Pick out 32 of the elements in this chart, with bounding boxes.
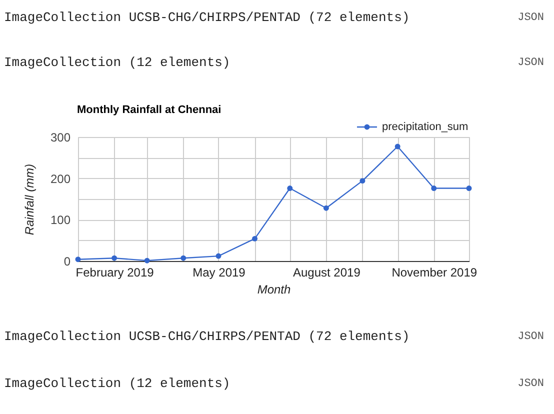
point bbox=[466, 186, 472, 191]
text: ImageCollection UCSB-CHG/CHIRPS/PENTAD (72 elements) bbox=[4, 329, 410, 344]
point bbox=[180, 255, 186, 261]
y-tick-label: 200 bbox=[50, 172, 71, 186]
y-tick-label: 0 bbox=[64, 254, 71, 268]
x-axis-title: Month bbox=[257, 282, 291, 296]
y-tick-label: 100 bbox=[50, 213, 71, 228]
text: JSON bbox=[518, 378, 544, 390]
x-tick-label: November 2019 bbox=[392, 266, 478, 280]
point bbox=[144, 258, 150, 264]
text: ImageCollection (12 elements) bbox=[4, 55, 230, 70]
point bbox=[252, 236, 258, 242]
point bbox=[216, 253, 222, 259]
point bbox=[394, 144, 400, 150]
text: JSON bbox=[518, 12, 544, 24]
x-tick-label: August 2019 bbox=[292, 266, 361, 280]
y-tick-label: 300 bbox=[50, 130, 71, 144]
y-axis-title: Rainfall (mm) bbox=[22, 164, 36, 236]
text: ImageCollection UCSB-CHG/CHIRPS/PENTAD (72 elements) bbox=[4, 10, 410, 25]
text: JSON bbox=[518, 331, 544, 343]
point bbox=[323, 205, 329, 211]
point bbox=[360, 178, 366, 184]
legend-label: precipitation_sum bbox=[382, 121, 468, 133]
text: ImageCollection (12 elements) bbox=[4, 376, 230, 391]
point bbox=[112, 255, 118, 261]
point bbox=[75, 256, 81, 262]
point bbox=[431, 186, 437, 191]
text: JSON bbox=[518, 57, 544, 69]
point bbox=[287, 186, 293, 191]
chart-title: Monthly Rainfall at Chennai bbox=[77, 104, 222, 116]
x-tick-label: February 2019 bbox=[76, 266, 154, 280]
x-tick-label: May 2019 bbox=[192, 266, 246, 280]
